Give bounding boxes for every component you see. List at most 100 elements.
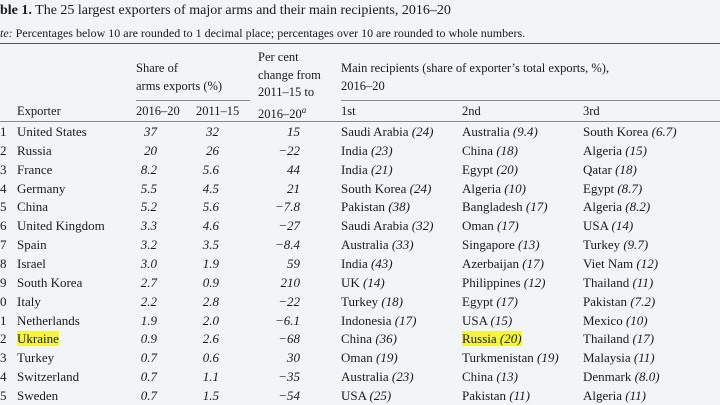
title: ble 1. The 25 largest exporters of major… — [0, 3, 451, 19]
recipient-wrap: UK (14) — [341, 275, 385, 290]
recipient-name: USA — [341, 388, 367, 404]
header-share: Share of — [136, 61, 178, 75]
recipient-wrap: Algeria (15) — [583, 143, 647, 158]
header-recipients: 2016–20 — [341, 79, 385, 93]
percent-change: −54 — [278, 388, 300, 404]
recipient-name: Oman — [341, 350, 373, 366]
recipient-name: South Korea — [583, 124, 649, 139]
share-2011-15: 4.5 — [202, 180, 219, 196]
exporter: Sweden — [17, 388, 58, 404]
recipient-share: (10) — [625, 312, 648, 328]
recipient: Australia (23) — [341, 369, 414, 385]
recipient: Singapore (13) — [462, 237, 540, 253]
recipient-name: Qatar — [583, 161, 612, 177]
recipient-share: (19) — [537, 350, 559, 366]
exporter-name: Israel — [17, 256, 46, 272]
rank: 6 — [0, 218, 7, 234]
exporter-name: United Kingdom — [17, 218, 105, 234]
rank: 8 — [0, 256, 7, 272]
percent-change: 21 — [287, 180, 300, 196]
rank: 4 — [0, 180, 7, 196]
recipient-wrap: USA (14) — [583, 218, 633, 233]
recipient: Turkey (18) — [341, 294, 403, 310]
recipient-share: (18) — [496, 142, 518, 158]
recipient-name: Russia — [462, 331, 497, 347]
share-2016-20: 37 — [144, 124, 157, 139]
share-2011-15: 2.8 — [202, 293, 219, 309]
share-2016-20: 0.7 — [140, 369, 157, 385]
recipient-name: Algeria — [583, 199, 622, 215]
recipient-name: Australia — [341, 369, 389, 385]
recipient-share: (10) — [504, 180, 526, 196]
recipient: China (13) — [462, 369, 518, 385]
recipient-name: Azerbaijan — [462, 256, 520, 272]
share-2016-20: 8.2 — [140, 161, 157, 177]
recipient-name: Mexico — [583, 312, 623, 328]
percent-change: 59 — [287, 256, 300, 272]
recipient-name: Turkmenistan — [462, 350, 534, 366]
recipient-name: Turkey — [341, 293, 379, 309]
exporter-name: Ukraine — [17, 331, 59, 347]
recipient-share: (11) — [633, 350, 655, 366]
share-2016-20: 0.9 — [140, 331, 157, 347]
recipient: Mexico (10) — [583, 313, 648, 329]
share-2016-20: 3.3 — [140, 218, 157, 234]
share-2016-20: 1.9 — [140, 312, 157, 328]
recipient-wrap: Oman (19) — [341, 350, 398, 365]
recipient-share: (14) — [611, 218, 634, 234]
share-2011-15: 1.9 — [202, 256, 219, 272]
recipient-share: (17) — [525, 199, 548, 215]
exporter-name: Spain — [17, 237, 47, 253]
recipient-name: Egypt — [462, 293, 494, 309]
exporter: Netherlands — [17, 313, 80, 329]
recipient-wrap: Algeria (8.2) — [583, 199, 650, 214]
recipient-share: (38) — [388, 199, 410, 215]
recipient-wrap: Indonesia (17) — [341, 313, 416, 328]
recipient-share: (33) — [391, 237, 414, 253]
header-change: Per cent — [258, 50, 299, 64]
recipient: China (18) — [462, 143, 518, 159]
recipient-name: India — [341, 161, 368, 177]
recipient-share: (12) — [523, 274, 546, 290]
recipient-wrap: Turkey (9.7) — [583, 237, 648, 252]
recipient: Philippines (12) — [462, 275, 545, 291]
percent-change: 44 — [287, 161, 300, 177]
share-2011-15: 0.6 — [202, 350, 219, 366]
exporter: Switzerland — [17, 369, 79, 385]
recipient-wrap: India (43) — [341, 256, 393, 271]
exporter-name: France — [17, 161, 53, 177]
exporter-name: South Korea — [17, 274, 83, 290]
share-2016-20: 3.0 — [140, 256, 157, 272]
exporter: Israel — [17, 256, 46, 272]
recipient-name: South Korea — [341, 180, 407, 196]
recipient: Australia (9.4) — [462, 124, 538, 140]
recipient-share: (15) — [625, 142, 647, 158]
recipient: Indonesia (17) — [341, 313, 416, 329]
recipient: UK (14) — [341, 275, 385, 291]
recipient-name: Algeria — [462, 180, 501, 196]
recipient: Saudi Arabia (32) — [341, 218, 433, 234]
recipient-share: (6.7) — [651, 124, 677, 139]
percent-change: 210 — [280, 274, 301, 290]
percent-change: 15 — [287, 124, 300, 139]
recipient-share: (7.2) — [630, 293, 656, 309]
exporter-name: China — [17, 199, 49, 215]
recipient: South Korea (24) — [341, 181, 431, 197]
recipient: Russia (20) — [462, 331, 522, 347]
recipient-wrap: Azerbaijan (17) — [462, 256, 544, 271]
exporter: France — [17, 162, 52, 178]
recipient-name: Bangladesh — [462, 199, 523, 215]
rank: 5 — [0, 199, 7, 215]
column-header: 2011–15 — [196, 104, 240, 118]
recipient-wrap: South Korea (24) — [341, 181, 431, 196]
recipient-name: Philippines — [462, 274, 521, 290]
recipient-share: (18) — [615, 161, 637, 177]
exporter: Italy — [17, 294, 41, 310]
share-2016-20: 20 — [144, 142, 157, 158]
rank: 2 — [0, 142, 7, 158]
rule — [0, 43, 720, 44]
recipient: Algeria (15) — [583, 143, 647, 159]
rank: 1 — [0, 312, 7, 328]
recipient-wrap: Australia (9.4) — [462, 124, 538, 139]
recipient-share: (18) — [381, 293, 404, 309]
